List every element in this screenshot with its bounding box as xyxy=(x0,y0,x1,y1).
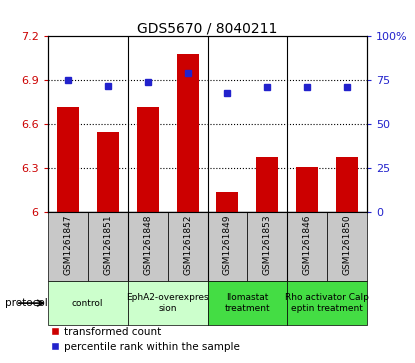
Text: Rho activator Calp
eptin treatment: Rho activator Calp eptin treatment xyxy=(286,293,369,313)
Text: GSM1261847: GSM1261847 xyxy=(63,215,72,275)
Bar xyxy=(48,281,128,325)
Legend: transformed count, percentile rank within the sample: transformed count, percentile rank withi… xyxy=(47,322,244,356)
Bar xyxy=(208,281,287,325)
Text: EphA2-overexpres
sion: EphA2-overexpres sion xyxy=(126,293,209,313)
Bar xyxy=(327,212,367,281)
Text: GSM1261848: GSM1261848 xyxy=(143,215,152,275)
Bar xyxy=(88,212,128,281)
Bar xyxy=(137,107,159,212)
Text: GSM1261846: GSM1261846 xyxy=(303,215,312,275)
Text: Ilomastat
treatment: Ilomastat treatment xyxy=(225,293,270,313)
Bar xyxy=(247,212,287,281)
Bar xyxy=(168,212,208,281)
Bar xyxy=(97,132,119,212)
Text: GSM1261853: GSM1261853 xyxy=(263,215,272,275)
Bar xyxy=(336,156,358,212)
Bar xyxy=(256,156,278,212)
Bar xyxy=(296,167,318,212)
Text: protocol: protocol xyxy=(5,298,48,308)
Bar xyxy=(48,212,88,281)
Bar xyxy=(57,107,79,212)
Bar xyxy=(128,281,208,325)
Bar xyxy=(287,212,327,281)
Bar xyxy=(287,281,367,325)
Bar xyxy=(176,54,198,212)
Text: GSM1261849: GSM1261849 xyxy=(223,215,232,275)
Text: control: control xyxy=(72,299,103,307)
Text: GSM1261850: GSM1261850 xyxy=(343,215,352,275)
Text: GSM1261852: GSM1261852 xyxy=(183,215,192,275)
Bar xyxy=(217,192,239,212)
Text: GSM1261851: GSM1261851 xyxy=(103,215,112,275)
Title: GDS5670 / 8040211: GDS5670 / 8040211 xyxy=(137,21,278,35)
Bar xyxy=(128,212,168,281)
Bar xyxy=(208,212,247,281)
